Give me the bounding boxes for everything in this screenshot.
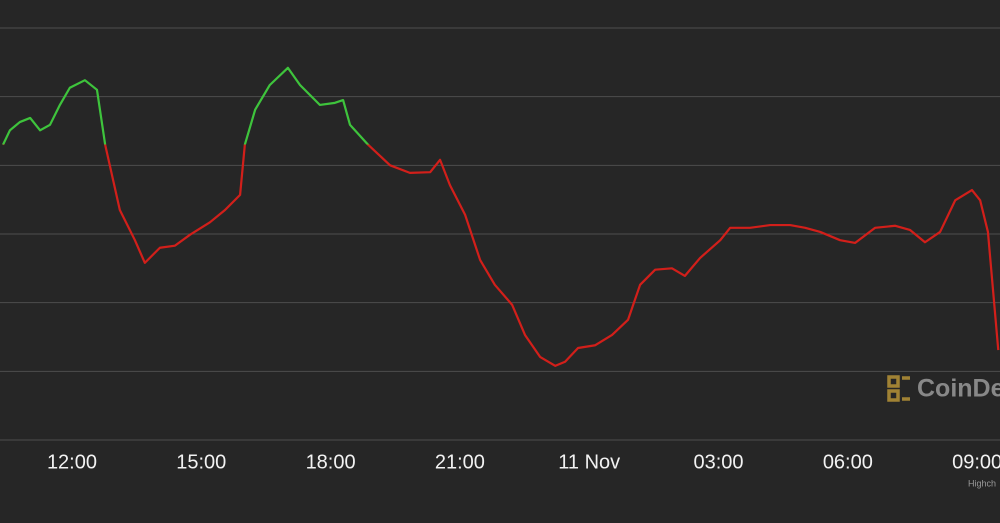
x-tick-label: 12:00	[47, 451, 97, 473]
x-tick-label: 21:00	[435, 451, 485, 473]
watermark: CoinDe	[917, 375, 1000, 403]
watermark-logo	[887, 375, 910, 402]
x-tick-label: 09:00	[952, 451, 1000, 473]
x-tick-label: 18:00	[306, 451, 356, 473]
x-tick-label: 03:00	[694, 451, 744, 473]
x-tick-label: 11 Nov	[558, 451, 620, 473]
x-tick-label: 15:00	[176, 451, 226, 473]
credit: Highch	[968, 478, 996, 488]
x-tick-label: 06:00	[823, 451, 873, 473]
price-line	[2, 66, 1000, 367]
